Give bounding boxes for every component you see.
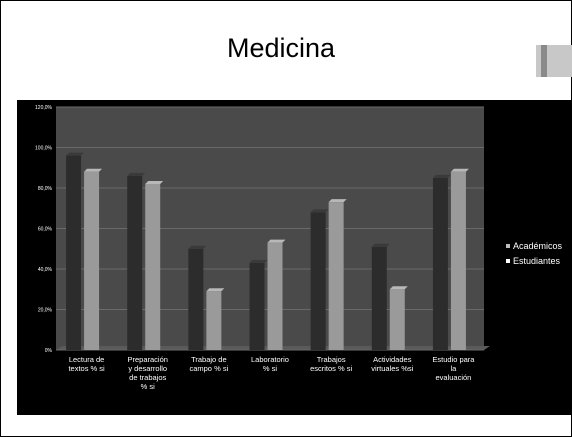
legend-item-academicos: Académicos bbox=[506, 241, 572, 251]
x-tick-label-line: evaluación bbox=[435, 373, 471, 382]
slide-title: Medicina bbox=[226, 33, 336, 63]
y-tick-label: 60,0% bbox=[38, 227, 53, 233]
x-tick-label: Actividades virtuales %si bbox=[371, 355, 413, 373]
y-tick-label: 20,0% bbox=[38, 308, 53, 314]
bar-estudiantes bbox=[206, 291, 222, 350]
y-tick-label: 120,0% bbox=[35, 105, 53, 111]
bar-top-estudiantes bbox=[206, 288, 225, 292]
bar-estudiantes bbox=[389, 289, 405, 350]
x-tick-label-line: textos % si bbox=[68, 364, 105, 373]
x-tick-label: Trabajos escritos % si bbox=[310, 355, 352, 373]
bar-academicos bbox=[127, 175, 143, 350]
legend-swatch-estudiantes bbox=[506, 259, 510, 263]
x-tick-label-line: Trabajo de bbox=[191, 355, 227, 364]
decorative-bar bbox=[541, 45, 547, 77]
bar-academicos bbox=[188, 248, 204, 350]
x-tick-label-line: % si bbox=[141, 382, 156, 391]
x-tick-label-line: % si bbox=[263, 364, 278, 373]
bar-academicos bbox=[371, 246, 387, 350]
y-tick-label: 100,0% bbox=[35, 146, 53, 152]
bar-estudiantes bbox=[84, 171, 100, 350]
x-tick-label: Estudio para la evaluación bbox=[432, 355, 475, 382]
y-tick-label: 0% bbox=[45, 348, 53, 354]
bar-top-estudiantes bbox=[450, 168, 469, 172]
legend-swatch-academicos bbox=[506, 244, 510, 248]
x-tick-label-line: Trabajos bbox=[317, 355, 346, 364]
x-tick-label-line: campo % si bbox=[189, 364, 228, 373]
x-tick-label: Laboratorio% si bbox=[251, 355, 289, 373]
bar-top-academicos bbox=[371, 243, 390, 247]
bar-top-academicos bbox=[310, 209, 329, 213]
x-tick-label: Preparación y desarrollo de trabajos% si bbox=[127, 355, 167, 391]
x-tick-label-line: Estudio para bbox=[432, 355, 475, 364]
x-tick-label-line: y desarrollo bbox=[128, 364, 167, 373]
bar-estudiantes bbox=[328, 202, 344, 350]
decorative-block bbox=[536, 45, 572, 77]
y-tick-label: 40,0% bbox=[38, 267, 53, 273]
x-tick-label-line: Lectura de bbox=[69, 355, 104, 364]
bar-estudiantes bbox=[450, 171, 466, 350]
y-tick-label: 80,0% bbox=[38, 186, 53, 192]
bar-top-estudiantes bbox=[389, 286, 408, 290]
chart-legend: Académicos Estudiantes bbox=[506, 241, 572, 271]
x-tick-label-line: virtuales %si bbox=[371, 364, 413, 373]
bar-top-academicos bbox=[66, 152, 85, 156]
x-tick-label: Trabajo de campo % si bbox=[189, 355, 228, 373]
x-tick-label-line: escritos % si bbox=[310, 364, 352, 373]
x-tick-label-line: Actividades bbox=[373, 355, 412, 364]
x-tick-label-line: de trabajos bbox=[129, 373, 166, 382]
legend-label-estudiantes: Estudiantes bbox=[513, 256, 561, 266]
legend-label-academicos: Académicos bbox=[513, 241, 563, 251]
bar-top-academicos bbox=[432, 174, 451, 178]
legend-item-estudiantes: Estudiantes bbox=[506, 256, 572, 266]
bar-top-academicos bbox=[249, 259, 268, 263]
bar-top-estudiantes bbox=[84, 168, 103, 172]
bar-academicos bbox=[249, 262, 265, 350]
chart-container: 0% 20,0% 40,0% 60,0% 80,0% 100,0% 120,0% Lectur… bbox=[17, 100, 572, 415]
bar-academicos bbox=[432, 177, 448, 350]
x-tick-label-line: Laboratorio bbox=[251, 355, 289, 364]
bar-estudiantes bbox=[267, 242, 283, 350]
bar-top-estudiantes bbox=[145, 180, 164, 184]
x-tick-label-line: la bbox=[451, 364, 458, 373]
bar-chart: 0% 20,0% 40,0% 60,0% 80,0% 100,0% 120,0% Lectur… bbox=[35, 105, 490, 391]
x-tick-label-line: Preparación bbox=[127, 355, 167, 364]
bar-academicos bbox=[310, 212, 326, 350]
bar-top-academicos bbox=[188, 245, 207, 249]
bar-academicos bbox=[66, 155, 82, 350]
bar-estudiantes bbox=[145, 183, 161, 350]
bar-top-academicos bbox=[127, 172, 146, 176]
bar-top-estudiantes bbox=[328, 199, 347, 203]
bar-top-estudiantes bbox=[267, 239, 286, 243]
x-tick-label: Lectura de textos % si bbox=[68, 355, 105, 373]
